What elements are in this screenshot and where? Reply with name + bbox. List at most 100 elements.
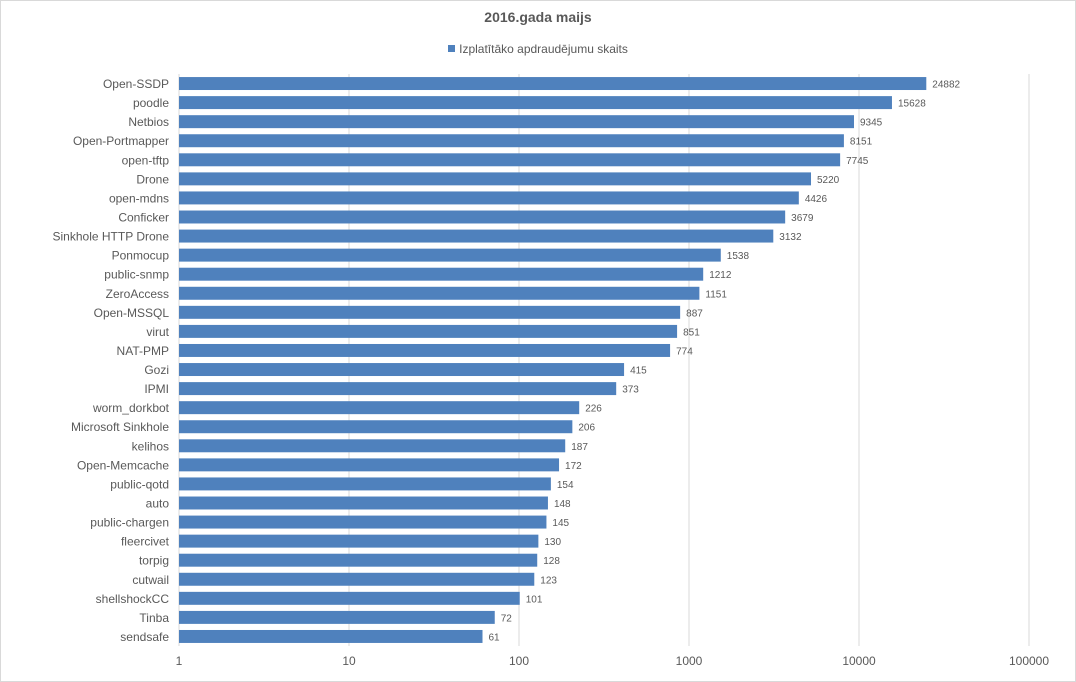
category-label: Sinkhole HTTP Drone [53,230,170,244]
data-label: 101 [526,594,543,605]
data-label: 24882 [932,80,960,91]
bar [179,477,551,491]
bar [179,305,681,319]
data-label: 1151 [705,289,727,300]
category-label: fleercivet [121,535,170,549]
category-label: auto [146,497,170,511]
data-label: 9345 [860,118,883,129]
category-label: Tinba [139,611,169,625]
bar [179,115,854,129]
data-label: 145 [552,518,569,529]
data-label: 123 [540,575,557,586]
bar [179,382,617,396]
category-label: public-qotd [110,477,169,491]
x-tick-label: 1 [176,654,183,668]
bar [179,210,786,224]
data-label: 148 [554,499,571,510]
data-label: 774 [676,346,693,357]
legend-swatch [448,45,456,52]
data-label: 3132 [779,232,802,243]
bar [179,172,812,186]
legend: Izplatītāko apdraudējumu skaits [1,42,1075,56]
category-label: Netbios [128,115,169,129]
category-label: worm_dorkbot [92,401,170,415]
category-label: Open-MSSQL [94,306,170,320]
data-label: 206 [578,423,595,434]
category-label: public-snmp [104,268,169,282]
bar [179,496,548,510]
data-label: 1212 [709,270,732,281]
category-label: shellshockCC [96,592,170,606]
data-label: 128 [543,556,560,567]
data-label: 415 [630,366,647,377]
bar [179,248,721,262]
category-label: Open-Portmapper [73,134,169,148]
data-label: 226 [585,404,602,415]
bar [179,229,774,243]
category-label: torpig [139,554,169,568]
category-label: cutwail [132,573,169,587]
bar [179,458,560,472]
data-label: 851 [683,327,700,338]
bar [179,591,520,605]
bar [179,420,573,434]
category-label: ZeroAccess [106,287,169,301]
data-label: 130 [544,537,561,548]
category-label: NAT-PMP [117,344,169,358]
x-tick-label: 1000 [676,654,703,668]
data-label: 1538 [727,251,750,262]
bar [179,553,538,567]
data-label: 15628 [898,99,926,110]
chart-title: 2016.gada maijs [484,9,592,25]
bar [179,629,483,643]
bar [179,610,495,624]
category-label: Drone [136,172,169,186]
category-label: virut [146,325,169,339]
bar [179,401,580,415]
bar [179,153,841,167]
category-label: sendsafe [120,630,169,644]
category-label: public-chargen [90,516,169,530]
data-label: 4426 [805,194,828,205]
bar [179,363,625,377]
bar [179,324,678,338]
bar [179,191,799,205]
data-label: 3679 [791,213,814,224]
category-label: Microsoft Sinkhole [71,420,169,434]
category-label: IPMI [144,382,169,396]
category-label: Ponmocup [112,249,170,263]
category-label: kelihos [132,439,169,453]
data-label: 61 [489,632,501,643]
x-tick-label: 100 [509,654,529,668]
data-label: 7745 [846,156,869,167]
data-label: 72 [501,613,513,624]
category-label: poodle [133,96,169,110]
category-label: open-mdns [109,191,169,205]
data-label: 154 [557,480,574,491]
data-label: 8151 [850,137,873,148]
bar [179,534,539,548]
legend-label: Izplatītāko apdraudējumu skaits [459,42,628,56]
category-label: Open-Memcache [77,458,169,472]
category-label: open-tftp [122,153,170,167]
data-label: 373 [622,385,639,396]
bar [179,77,927,91]
bar [179,267,704,281]
x-tick-label: 100000 [1009,654,1049,668]
x-tick-label: 10 [342,654,356,668]
bar [179,134,844,148]
bar [179,439,566,453]
bar [179,96,892,110]
category-label: Gozi [144,363,169,377]
bar [179,572,535,586]
data-label: 187 [571,442,588,453]
x-tick-label: 10000 [842,654,876,668]
category-label: Conficker [118,211,169,225]
data-label: 5220 [817,175,840,186]
bar [179,286,700,300]
bar [179,515,547,529]
data-label: 887 [686,308,703,319]
bar [179,343,671,357]
